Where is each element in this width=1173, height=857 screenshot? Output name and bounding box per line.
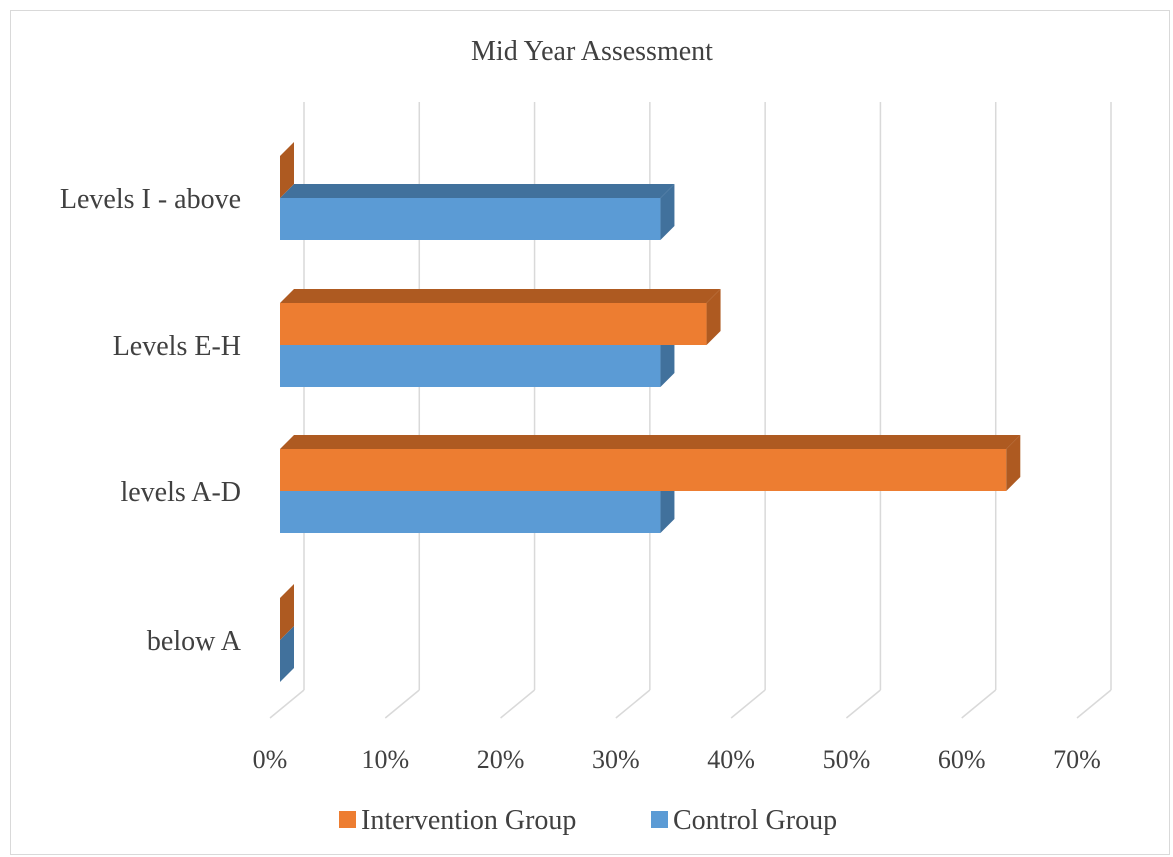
floor-gridline [615,689,651,719]
x-tick-label: 50% [823,745,871,774]
category-label: levels A-D [120,477,241,508]
intervention-bar-top [280,435,1021,449]
category-labels: below A levels A-D Levels E-H Levels I - ab… [60,184,242,657]
x-tick-label: 30% [592,745,640,774]
x-axis-ticks: 0% 10% 20% 30% 40% 50% 60% 70% [253,745,1101,774]
legend-swatch [339,811,356,828]
floor-gridline [384,689,420,719]
intervention-bar-face [280,449,1007,491]
intervention-bar [280,435,1021,491]
bars [280,142,1021,682]
x-tick-label: 20% [477,745,525,774]
floor-gridline [730,689,766,719]
intervention-bar-side [280,584,294,640]
category-label: below A [147,626,242,657]
control-bar-side [660,184,675,240]
intervention-bar [280,584,294,640]
x-tick-label: 0% [253,745,288,774]
intervention-bar [280,289,721,345]
intervention-bar-side [706,289,721,345]
legend-label: Intervention Group [361,805,576,836]
intervention-bar-side [1006,435,1021,491]
chart-title: Mid Year Assessment [471,36,713,67]
legend-label: Control Group [673,805,837,836]
category-label: Levels I - above [60,184,241,215]
floor-gridline [500,689,536,719]
intervention-bar-top [280,289,721,303]
legend-swatch [651,811,668,828]
intervention-bar-side [280,142,294,198]
control-bar-face [280,345,661,387]
intervention-bar-face [280,303,707,345]
intervention-bar [280,142,294,198]
control-bar-top [280,184,675,198]
floor-gridline [269,689,305,719]
control-bar [280,626,294,682]
x-tick-label: 40% [707,745,755,774]
x-tick-label: 70% [1053,745,1101,774]
chart-frame [10,10,1170,855]
control-bar-face [280,198,661,240]
category-label: Levels E-H [113,331,241,362]
floor-gridline [961,689,997,719]
x-tick-label: 60% [938,745,986,774]
x-tick-label: 10% [361,745,409,774]
control-bar-face [280,491,661,533]
floor-gridline [1076,689,1112,719]
floor-gridline [845,689,881,719]
control-bar [280,184,675,240]
control-bar-side [280,626,294,682]
legend: Intervention Group Control Group [339,805,837,836]
